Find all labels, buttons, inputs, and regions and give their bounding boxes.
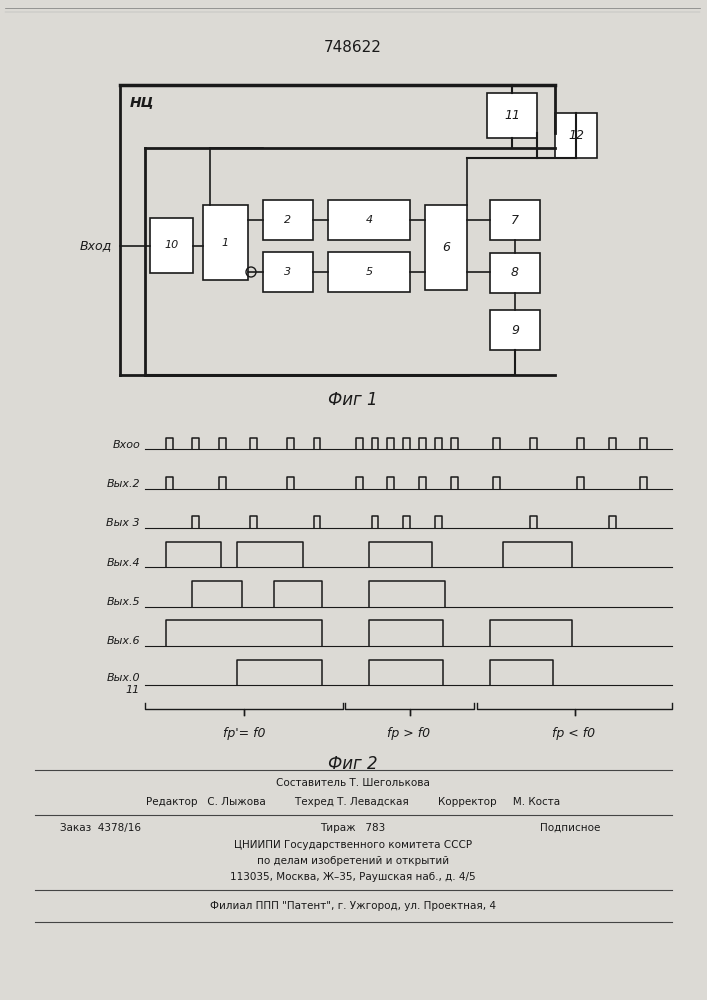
Bar	[555, 113, 597, 158]
Text: Заказ  4378/16: Заказ 4378/16	[59, 823, 141, 833]
Bar	[263, 200, 313, 240]
Text: 6: 6	[442, 241, 450, 254]
Text: 1: 1	[222, 237, 229, 247]
Text: Филиал ППП "Патент", г. Ужгород, ул. Проектная, 4: Филиал ППП "Патент", г. Ужгород, ул. Про…	[210, 901, 496, 911]
Bar	[425, 205, 467, 290]
Bar	[487, 93, 537, 138]
Text: Составитель Т. Шеголькова: Составитель Т. Шеголькова	[276, 778, 430, 788]
Text: Вых.5: Вых.5	[106, 597, 140, 607]
Text: Вых.2: Вых.2	[106, 479, 140, 489]
Text: Редактор   С. Лыжова         Техред Т. Левадская         Корректор     М. Коста: Редактор С. Лыжова Техред Т. Левадская К…	[146, 797, 560, 807]
Text: fp < f0: fp < f0	[551, 727, 595, 740]
Text: Тираж   783: Тираж 783	[320, 823, 385, 833]
Text: 3: 3	[284, 267, 291, 277]
Bar	[328, 200, 410, 240]
Text: Вых 3: Вых 3	[106, 518, 140, 528]
Text: по делам изобретений и открытий: по делам изобретений и открытий	[257, 856, 449, 866]
Text: fp > f0: fp > f0	[387, 727, 430, 740]
Text: 2: 2	[284, 215, 291, 225]
Text: Подписное: Подписное	[540, 823, 600, 833]
Text: Вых.4: Вых.4	[106, 558, 140, 568]
Text: Фиг 1: Фиг 1	[328, 391, 378, 409]
Text: Вхоо: Вхоо	[112, 440, 140, 450]
Text: fp'= f0: fp'= f0	[223, 727, 265, 740]
Text: 10: 10	[164, 240, 179, 250]
Text: Вход: Вход	[80, 239, 112, 252]
Text: 4: 4	[366, 215, 373, 225]
Text: 7: 7	[511, 214, 519, 227]
Text: 12: 12	[568, 129, 584, 142]
Text: Фиг 2: Фиг 2	[328, 755, 378, 773]
Bar	[328, 252, 410, 292]
Bar	[203, 205, 248, 280]
Text: 11: 11	[504, 109, 520, 122]
Text: 8: 8	[511, 266, 519, 279]
Text: 5: 5	[366, 267, 373, 277]
Bar	[490, 310, 540, 350]
Text: 748622: 748622	[324, 40, 382, 55]
Bar	[490, 253, 540, 293]
Bar	[263, 252, 313, 292]
Text: Вых.6: Вых.6	[106, 636, 140, 646]
Bar	[490, 200, 540, 240]
Text: 11: 11	[126, 685, 140, 695]
Text: НЦ: НЦ	[130, 95, 155, 109]
Bar	[150, 218, 193, 273]
Text: Вых.0: Вых.0	[106, 673, 140, 683]
Text: 9: 9	[511, 324, 519, 336]
Text: ЦНИИПИ Государственного комитета СССР: ЦНИИПИ Государственного комитета СССР	[234, 840, 472, 850]
Text: 113035, Москва, Ж–35, Раушская наб., д. 4/5: 113035, Москва, Ж–35, Раушская наб., д. …	[230, 872, 476, 882]
